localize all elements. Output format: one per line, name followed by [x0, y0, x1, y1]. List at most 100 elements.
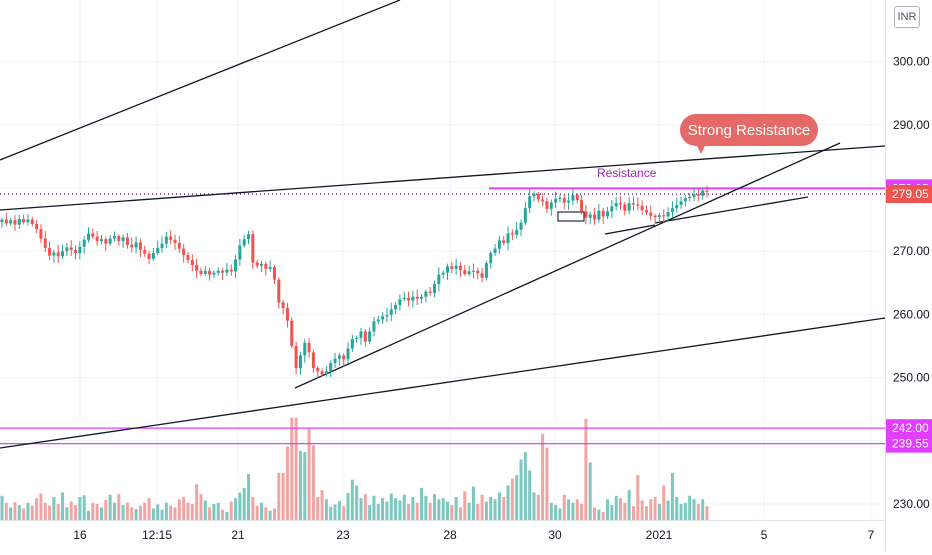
candle-body [78, 246, 82, 254]
volume-bar [558, 508, 562, 520]
candle-body [268, 267, 272, 269]
horizontal-levels [0, 187, 885, 445]
x-tick-label: 30 [548, 528, 562, 542]
candle-body [428, 291, 432, 293]
volume-bar [95, 503, 99, 520]
candle-body [9, 220, 13, 224]
volume-bar [679, 503, 683, 520]
candle-body [355, 337, 359, 340]
volume-bar [121, 505, 125, 520]
candle-body [324, 371, 328, 375]
y-tick-label: 250.00 [893, 371, 930, 385]
candle-body [43, 238, 47, 249]
volume-bar [260, 502, 264, 520]
candle-body [216, 270, 220, 273]
volume-bar [143, 502, 147, 520]
resistance-label: Resistance [597, 166, 657, 180]
volume-bar [61, 492, 65, 520]
volume-bar [264, 507, 268, 520]
volume-bar [614, 495, 618, 520]
volume-bar [177, 499, 181, 520]
candle-body [203, 270, 207, 274]
volume-bar [523, 452, 527, 520]
volume-bar [355, 485, 359, 520]
candle-body [242, 239, 246, 246]
volume-bar [627, 490, 631, 520]
price-tag-label: 239.55 [892, 437, 929, 451]
volume-bar [359, 498, 363, 520]
volume-bar [65, 507, 69, 520]
volume-bar [56, 503, 60, 520]
candle-body [618, 203, 622, 205]
candle-body [437, 274, 441, 285]
volume-bar [195, 484, 199, 520]
volume-bar [298, 451, 302, 520]
volume-bar [415, 502, 419, 520]
candle-body [593, 214, 597, 220]
volume-bar [74, 505, 78, 520]
candle-body [69, 247, 73, 250]
candle-body [316, 368, 320, 372]
volume-bar [363, 494, 367, 520]
x-tick-label: 5 [761, 528, 768, 542]
volume-bar [17, 505, 21, 520]
volume-bar [324, 499, 328, 520]
price-tag-label: 242.00 [892, 421, 929, 435]
candle-body [580, 200, 584, 212]
price-tag-label: 279.05 [892, 187, 929, 201]
candle-body [104, 239, 108, 244]
volume-bar [134, 509, 138, 520]
volume-bar [13, 502, 17, 520]
candle-body [4, 219, 8, 224]
candle-body [670, 208, 674, 213]
candle-body [528, 196, 532, 209]
candle-body [683, 198, 687, 202]
candle-body [130, 244, 134, 248]
volume-bar [554, 505, 558, 520]
candle-body [138, 242, 142, 250]
candle-body [87, 233, 91, 240]
candle-body [701, 190, 705, 196]
volume-bar [212, 503, 216, 520]
trend-line [0, 317, 886, 449]
volume-bar [268, 510, 272, 520]
volume-bar [160, 509, 164, 520]
candle-body [195, 265, 199, 271]
strong-resistance-callout: Strong Resistance [680, 114, 818, 146]
volume-bar [182, 497, 186, 520]
volume-bar [87, 510, 91, 520]
trend-line [654, 196, 809, 224]
candle-body [368, 331, 372, 342]
candle-body [234, 259, 238, 272]
candle-body [662, 215, 666, 217]
volume-bar [437, 499, 441, 520]
candle-body [303, 342, 307, 356]
volume-bar [644, 506, 648, 520]
candle-body [519, 222, 523, 230]
volume-bar [216, 502, 220, 520]
volume-bar [130, 507, 134, 520]
candle-body [653, 215, 657, 218]
volume-bar [458, 507, 462, 520]
candle-body [545, 201, 549, 209]
trend-line [0, 0, 401, 161]
candle-body [190, 260, 194, 266]
candle-body [320, 371, 324, 375]
volume-bar [411, 497, 415, 520]
candle-body [56, 252, 60, 257]
volume-bar [43, 502, 47, 520]
volume-bar [394, 498, 398, 520]
volume-bar [294, 417, 298, 520]
candle-body [112, 236, 116, 239]
volume-bar [234, 498, 238, 520]
candle-body [337, 355, 341, 359]
volume-bar [445, 501, 449, 520]
volume-bar [562, 494, 566, 520]
currency-badge[interactable]: INR [894, 6, 920, 28]
candle-body [597, 210, 601, 220]
volume-bar [653, 497, 657, 520]
volume-bar [320, 490, 324, 520]
volume-bar [683, 502, 687, 520]
